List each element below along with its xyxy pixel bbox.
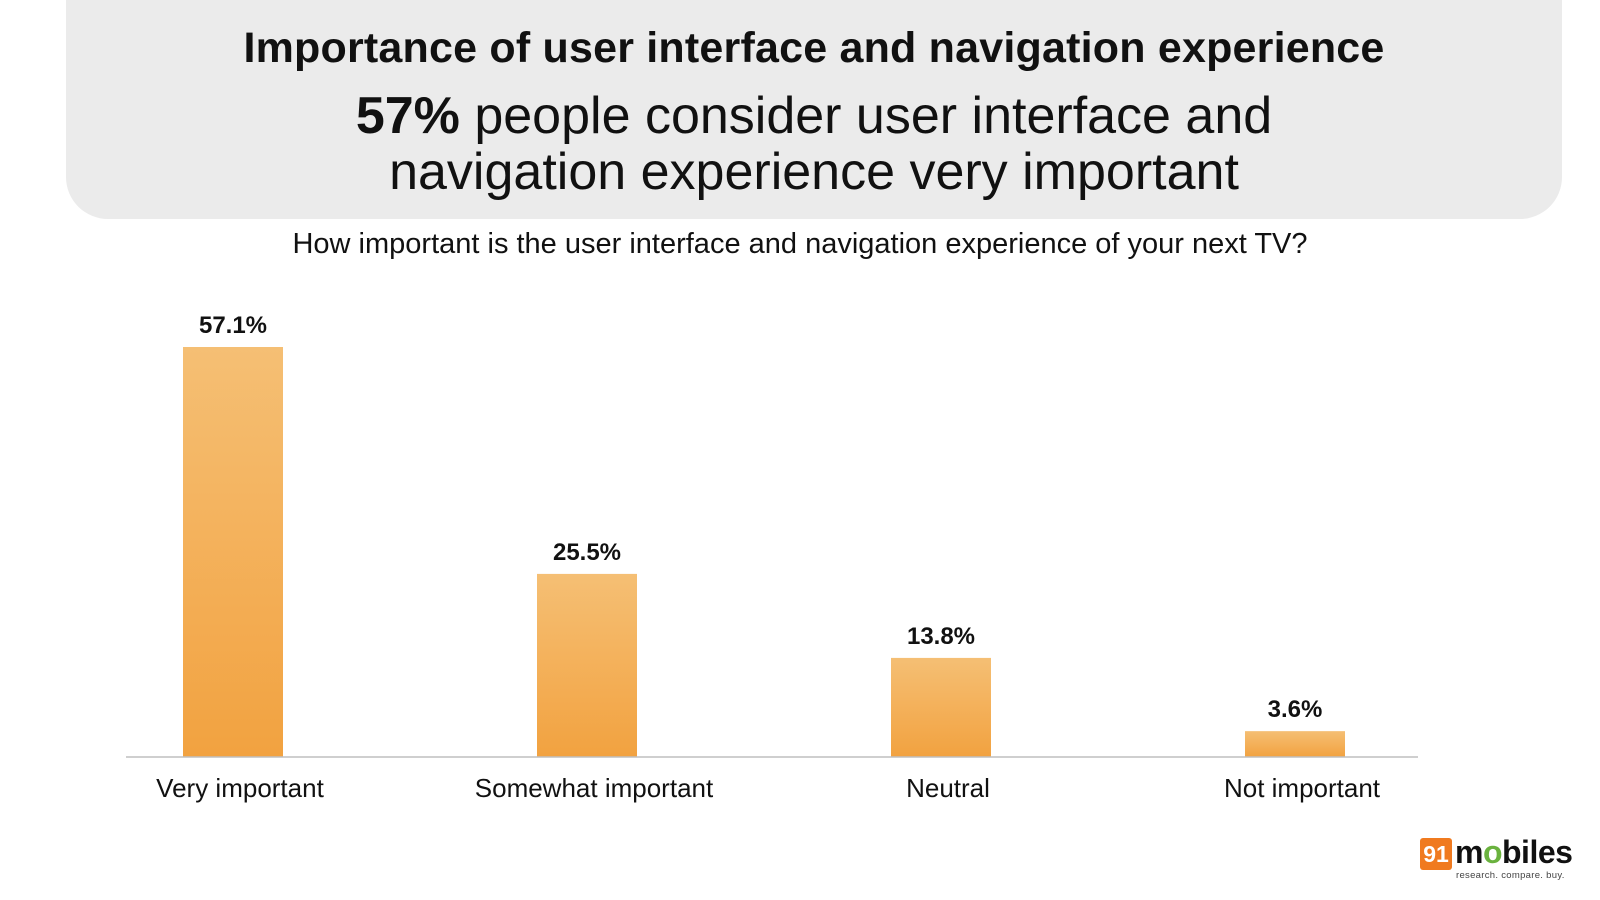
survey-question: How important is the user interface and … [292,228,1308,260]
category-label: Somewhat important [475,773,714,803]
headline-line1: people consider user interface and [459,87,1273,145]
header-panel: Importance of user interface and navigat… [66,0,1562,219]
value-label: 57.1% [199,312,267,339]
brand-wordmark: mobiles [1455,834,1573,871]
headline: 57% people consider user interface and n… [66,88,1562,200]
brand-logo: 91 mobiles research. compare. buy. [1420,834,1573,884]
brand-word-end: biles [1502,834,1573,870]
brand-tagline: research. compare. buy. [1456,870,1565,881]
headline-line2: navigation experience very important [389,143,1239,201]
category-label: Not important [1224,773,1381,803]
value-label: 25.5% [553,539,621,566]
bars-group: 57.1% Very important 25.5% Somewhat importa… [156,312,1381,803]
bar-chart: 57.1% Very important 25.5% Somewhat importa… [126,312,1418,803]
header-title: Importance of user interface and navigat… [243,24,1385,72]
power-icon: o [1482,834,1503,870]
value-label: 3.6% [1268,696,1323,723]
bar-neutral [891,657,991,757]
category-label: Very important [156,773,324,803]
value-label: 13.8% [907,623,975,650]
bar-somewhat-important [537,573,637,757]
brand-badge: 91 [1420,838,1452,870]
category-label: Neutral [906,773,990,803]
bar-very-important [183,347,283,757]
headline-stat: 57% [355,87,460,145]
bar-not-important [1245,731,1345,757]
brand-word-start: m [1455,834,1483,870]
